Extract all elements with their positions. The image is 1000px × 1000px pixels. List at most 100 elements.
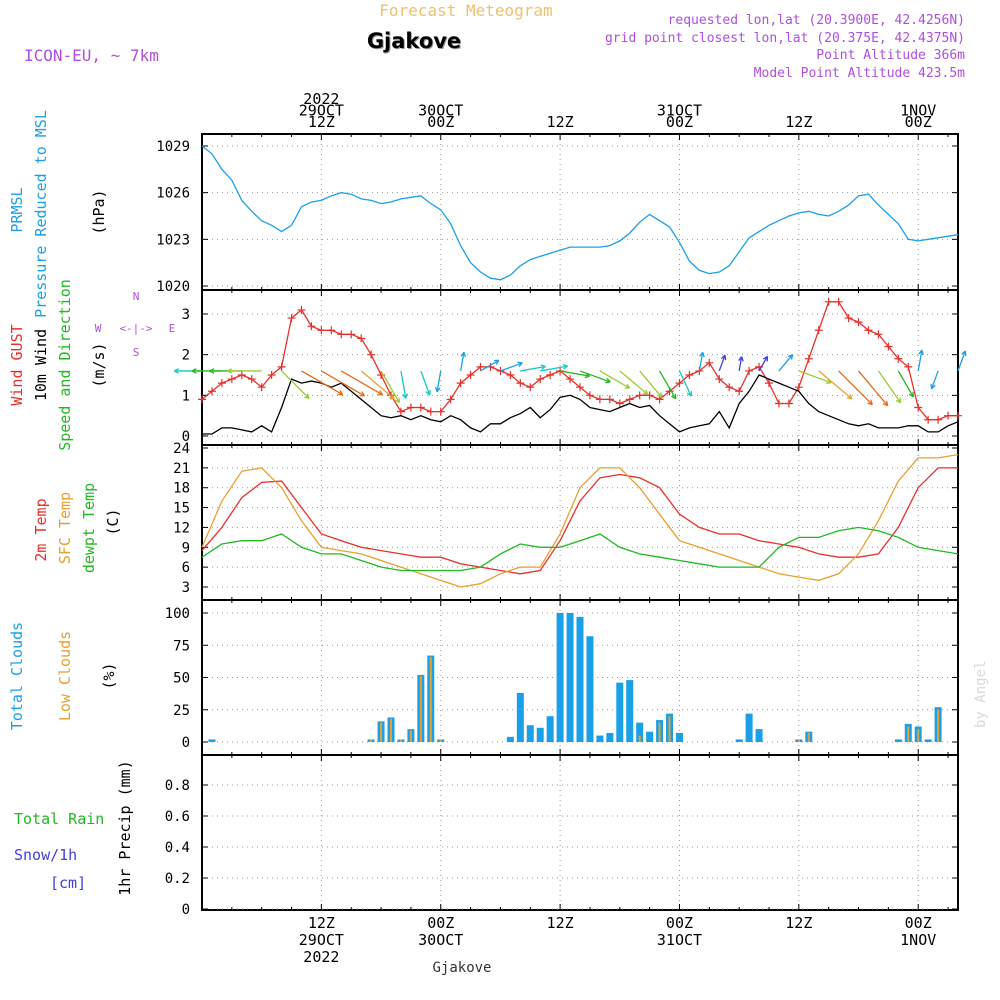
cloud-bar-low — [429, 656, 432, 742]
top-time-label: 12Z — [308, 113, 335, 131]
wind-arrow-head — [787, 354, 794, 360]
cloud-bar-total — [675, 732, 683, 742]
point-altitude: Point Altitude 366m — [816, 48, 965, 63]
y-tick-label: 3 — [182, 307, 190, 323]
bottom-time-label: 29OCT — [299, 931, 344, 949]
bottom-time-label: 30OCT — [418, 931, 463, 949]
cloud-bar-total — [576, 616, 584, 742]
cloud-bar-total — [556, 613, 564, 742]
wind-arrow-head — [425, 389, 431, 396]
wind-arrow — [540, 365, 568, 372]
label-dewpt-temp: dewpt Temp — [80, 483, 98, 573]
compass-arrow: <-|-> — [119, 322, 152, 335]
gust-marker — [834, 297, 843, 306]
wind-arrow — [599, 370, 631, 389]
gust-marker — [476, 362, 485, 371]
gust-marker — [307, 322, 316, 331]
y-tick-label: 9 — [182, 540, 190, 556]
wind-arrow — [321, 370, 365, 397]
gust-marker — [625, 395, 634, 404]
gust-marker — [924, 415, 933, 424]
cloud-bar-total — [566, 613, 574, 742]
wind-arrow-head — [895, 397, 902, 404]
top-time-label: 00Z — [905, 113, 932, 131]
cloud-bar-total — [646, 731, 654, 742]
gust-marker — [735, 387, 744, 396]
wind-arrow-head — [686, 391, 693, 397]
wind-arrow — [579, 370, 611, 383]
wind-arrow-head — [377, 390, 384, 396]
cloud-bar-low — [380, 722, 383, 742]
cloud-bar-total — [894, 739, 902, 742]
series-line-temp-1 — [201, 453, 959, 588]
wind-arrow — [778, 354, 794, 372]
wind-arrow — [301, 370, 344, 396]
label-wind-gust: Wind GUST — [8, 324, 26, 405]
wind-arrow — [838, 370, 873, 406]
wind-arrow-head — [460, 351, 467, 358]
wind-arrow — [877, 370, 902, 404]
wind-arrow — [340, 370, 383, 396]
cloud-bar-low — [917, 729, 920, 742]
cloud-bar-low — [638, 735, 641, 742]
gust-marker — [526, 383, 535, 392]
grid-point-coords: grid point closest lon,lat (20.375E, 42.… — [605, 31, 965, 46]
bottom-time-label: 00Z — [427, 914, 454, 932]
cloud-bar-low — [807, 732, 810, 742]
y-tick-label: 12 — [173, 520, 190, 536]
footer-location: Gjakove — [432, 960, 491, 976]
top-time-label: 00Z — [427, 113, 454, 131]
wind-arrow — [738, 356, 743, 372]
gust-marker — [705, 358, 714, 367]
gust-marker — [934, 415, 943, 424]
y-tick-label: 0.6 — [165, 809, 190, 825]
gust-marker — [685, 371, 694, 379]
cloud-bar-total — [606, 732, 614, 742]
wind-arrow-head — [517, 361, 523, 368]
compass-w: W — [95, 322, 102, 335]
y-tick-label: 3 — [182, 580, 190, 596]
wind-arrow-head — [605, 377, 611, 384]
gust-marker — [426, 407, 435, 416]
wind-arrow-head — [209, 368, 215, 374]
top-time-label: 00Z — [666, 113, 693, 131]
wind-arrow — [480, 359, 500, 372]
wind-arrow-head — [930, 383, 936, 390]
gust-marker — [814, 326, 823, 335]
gust-marker — [287, 314, 296, 323]
bottom-time-label: 12Z — [785, 914, 812, 932]
gust-marker — [237, 371, 246, 379]
series-line-temp-0 — [201, 467, 958, 575]
y-tick-label: 6 — [182, 560, 190, 576]
cloud-bar-total — [636, 722, 644, 742]
wind-arrow — [459, 352, 465, 372]
wind-arrow-head — [389, 393, 395, 400]
panel-frame-temp — [201, 444, 959, 601]
gust-marker — [645, 391, 654, 400]
y-tick-label: 0.8 — [165, 778, 190, 794]
top-time-label: 31OCT — [657, 102, 702, 120]
cloud-bar-total — [626, 680, 634, 742]
wind-arrow-head — [846, 393, 853, 400]
gust-marker — [794, 383, 803, 392]
wind-arrow-head — [540, 364, 546, 371]
gust-marker — [715, 375, 724, 384]
gust-marker — [894, 354, 903, 363]
cloud-bar-low — [658, 722, 661, 742]
legend-snow-unit: [cm] — [50, 874, 86, 892]
legend-snow: Snow/1h — [14, 846, 77, 864]
gust-marker — [576, 383, 584, 392]
cloud-bar-total — [526, 725, 534, 742]
y-tick-label: 21 — [173, 461, 190, 477]
gust-marker — [456, 379, 465, 388]
label-10m-wind: 10m Wind — [32, 329, 50, 401]
cloud-bar-total — [924, 739, 932, 742]
wind-arrow — [917, 349, 923, 372]
gust-marker — [227, 375, 236, 384]
wind-arrow — [360, 370, 395, 400]
gust-marker — [884, 342, 893, 351]
wind-arrow-head — [671, 393, 677, 400]
gust-marker — [357, 334, 366, 343]
top-time-label: 12Z — [785, 113, 812, 131]
wind-arrow-head — [304, 393, 310, 399]
